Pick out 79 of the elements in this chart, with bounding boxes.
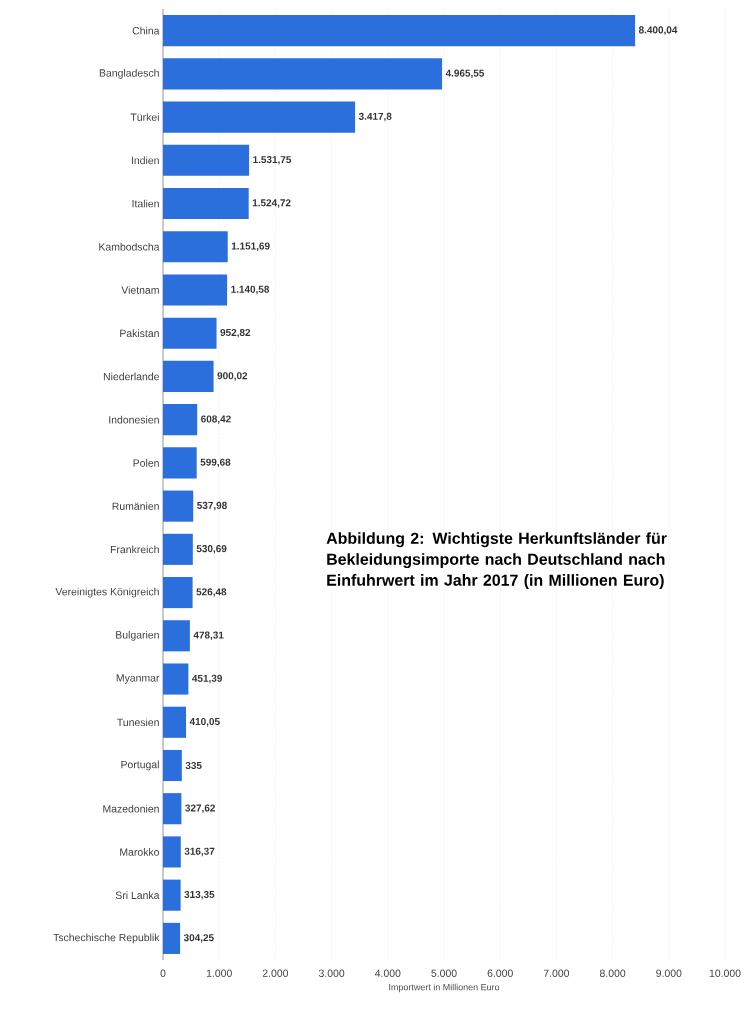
- data-label: 1.151,69: [231, 242, 270, 252]
- data-label: 1.531,75: [253, 156, 292, 165]
- bar: [163, 15, 636, 47]
- bar: [163, 836, 181, 868]
- bar: [163, 922, 181, 954]
- bar: [163, 187, 249, 220]
- data-label: 8.400,04: [638, 26, 678, 35]
- data-label: 410,05: [189, 718, 220, 727]
- y-tick-label: Kambodscha: [99, 242, 160, 251]
- x-tick-label: 4.000: [374, 969, 401, 977]
- bar: [163, 706, 187, 738]
- data-label: 900,02: [217, 372, 248, 381]
- y-tick-label: Bangladesch: [99, 68, 159, 79]
- y-tick-label: China: [132, 26, 160, 35]
- bar: [163, 58, 443, 90]
- y-tick-label: Tschechische Republik: [53, 933, 160, 944]
- bar: [163, 879, 181, 911]
- x-tick-label: 7.000: [543, 969, 570, 977]
- y-tick-label: Rumänien: [112, 502, 159, 510]
- y-tick-label: Indien: [131, 156, 159, 165]
- x-axis-title: Importwert in Millionen Euro: [389, 983, 500, 993]
- bar: [163, 360, 214, 392]
- y-tick-label: Myanmar: [116, 674, 160, 684]
- y-tick-label: Tunesien: [117, 718, 159, 727]
- data-label: 526,48: [196, 588, 227, 597]
- data-label: 335: [185, 761, 202, 770]
- bar: [163, 793, 182, 825]
- data-label: 1.140,58: [231, 285, 270, 295]
- bar: [163, 533, 193, 565]
- y-tick-label: Polen: [133, 459, 159, 467]
- data-label: 599,68: [200, 458, 231, 468]
- data-label: 313,35: [184, 890, 215, 900]
- data-label: 530,69: [196, 545, 227, 554]
- bar: [163, 577, 193, 609]
- x-tick-label: 8.000: [599, 969, 626, 977]
- y-tick-label: Marokko: [120, 848, 160, 856]
- data-label: 3.417,8: [358, 112, 392, 122]
- data-label: 451,39: [192, 674, 222, 684]
- x-tick-label: 1.000: [206, 969, 232, 977]
- data-label: 952,82: [220, 328, 251, 338]
- y-tick-label: Vereinigtes Königreich: [55, 587, 159, 598]
- x-tick-label: 6.000: [487, 969, 513, 977]
- x-tick-label: 9.000: [656, 969, 682, 977]
- data-label: 537,98: [197, 501, 227, 511]
- x-tick-label: 5.000: [431, 969, 457, 977]
- y-tick-label: Sri Lanka: [115, 891, 160, 900]
- data-label: 478,31: [193, 631, 224, 641]
- x-tick-label: 10.000: [709, 969, 741, 977]
- y-tick-label: Indonesien: [109, 415, 159, 424]
- bar: [163, 231, 228, 263]
- bar: [163, 317, 217, 349]
- y-tick-label: Pakistan: [120, 329, 159, 338]
- data-label: 304,25: [183, 934, 214, 943]
- y-tick-label: Türkei: [130, 113, 159, 121]
- bar: [163, 404, 198, 436]
- data-label: 608,42: [201, 415, 231, 424]
- x-tick-label: 3.000: [318, 969, 345, 977]
- data-label: 316,37: [184, 847, 215, 857]
- data-label: 327,62: [185, 804, 215, 813]
- data-label: 1.524,72: [252, 199, 291, 208]
- y-tick-label: Bulgarien: [116, 630, 159, 641]
- bar: [163, 749, 182, 782]
- y-tick-label: Portugal: [121, 760, 159, 771]
- bar: [163, 620, 190, 652]
- x-tick-label: 2.000: [262, 969, 289, 977]
- bar: [163, 447, 197, 479]
- bar: [163, 663, 189, 695]
- data-label: 4.965,55: [445, 69, 485, 79]
- x-tick-label: 0: [160, 969, 166, 977]
- bar: [163, 274, 228, 306]
- y-tick-label: Niederlande: [103, 372, 159, 381]
- y-tick-label: Frankreich: [110, 545, 159, 554]
- bar: [163, 144, 250, 176]
- bar: [163, 101, 356, 133]
- bar: [163, 490, 194, 522]
- y-tick-label: Italien: [132, 199, 159, 208]
- y-tick-label: Vietnam: [121, 286, 159, 294]
- annotation: Abbildung 2: Wichtigste Herkunftsländer für Bekleidungsimporte nach Deutschland nach Einfuhrwert im Jahr 2017 (in Millionen Euro): [326, 532, 667, 589]
- y-tick-label: Mazedonien: [103, 804, 159, 813]
